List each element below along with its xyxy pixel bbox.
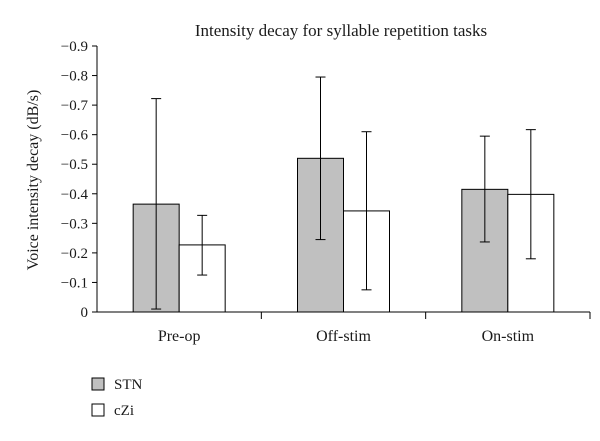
legend-label-stn: STN [114,377,143,393]
category-label: On-stim [482,328,535,345]
category-label: Off-stim [316,328,371,345]
y-tick-label: −0.2 [61,246,88,262]
legend-swatch-czi [91,403,105,417]
y-tick-label: −0.4 [61,187,89,203]
plot-area: 0 −0.1 −0.2 −0.3 −0.4 −0.5 −0.6 −0.7 −0.8 −0.9 Pre… [61,39,591,345]
y-tick-label: −0.5 [61,157,88,173]
legend-swatch-stn [91,377,105,391]
y-axis-label: Voice intensity decay (dB/s) [25,90,42,271]
legend: STN cZi [91,377,143,419]
y-tick-label: −0.9 [61,39,88,55]
category-label: Pre-op [158,328,201,345]
y-tick-label: −0.6 [61,128,89,144]
y-tick-label: −0.3 [61,216,88,232]
y-tick-label: 0 [81,305,89,321]
legend-label-czi: cZi [114,403,134,419]
y-tick-label: −0.7 [61,98,89,114]
chart-title: Intensity decay for syllable repetition … [195,21,487,40]
y-tick-label: −0.8 [61,69,88,85]
y-tick-label: −0.1 [61,275,88,291]
